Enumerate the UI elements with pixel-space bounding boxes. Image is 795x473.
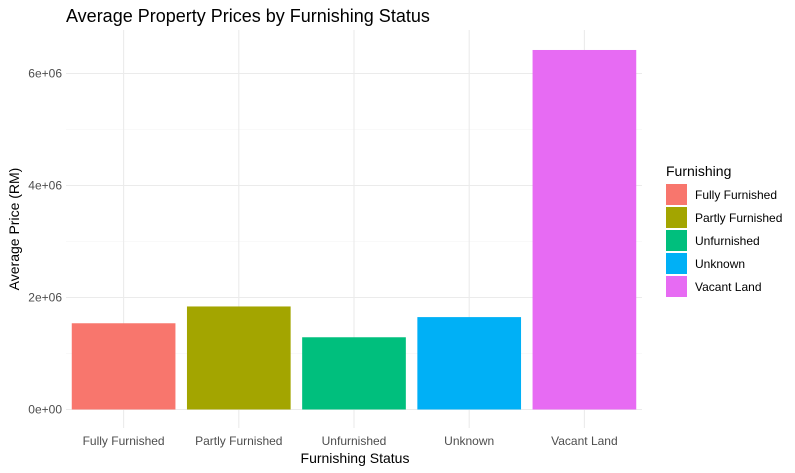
legend-key: [666, 207, 687, 228]
x-tick-label: Fully Furnished: [83, 434, 165, 448]
bar: [71, 323, 176, 410]
legend-label: Partly Furnished: [695, 211, 782, 225]
legend: Furnishing Fully Furnished Partly Furnish…: [666, 163, 782, 297]
y-tick-label: 4e+06: [28, 179, 62, 193]
x-tick-label: Unknown: [444, 434, 494, 448]
legend-title: Furnishing: [666, 163, 731, 179]
legend-label: Vacant Land: [695, 280, 762, 294]
legend-key: [666, 184, 687, 205]
bar: [417, 317, 522, 410]
y-axis-title: Average Price (RM): [6, 168, 22, 291]
bar: [532, 49, 637, 410]
legend-key: [666, 253, 687, 274]
bar: [302, 337, 406, 410]
chart-title: Average Property Prices by Furnishing St…: [66, 6, 430, 26]
x-tick-label: Unfurnished: [322, 434, 387, 448]
bar: [186, 306, 291, 410]
y-tick-label: 6e+06: [28, 67, 62, 81]
y-tick-label: 2e+06: [28, 291, 62, 305]
x-tick-labels: Fully Furnished Partly Furnished Unfurnish…: [83, 434, 618, 448]
x-tick-label: Vacant Land: [551, 434, 618, 448]
legend-label: Fully Furnished: [695, 188, 777, 202]
x-axis-title: Furnishing Status: [301, 450, 410, 466]
y-tick-label: 0e+00: [28, 403, 62, 417]
x-tick-label: Partly Furnished: [195, 434, 282, 448]
bars: [71, 49, 637, 410]
legend-key: [666, 276, 687, 297]
legend-label: Unfurnished: [695, 234, 760, 248]
legend-key: [666, 230, 687, 251]
legend-label: Unknown: [695, 257, 745, 271]
y-tick-labels: 0e+00 2e+06 4e+06 6e+06: [28, 67, 62, 417]
